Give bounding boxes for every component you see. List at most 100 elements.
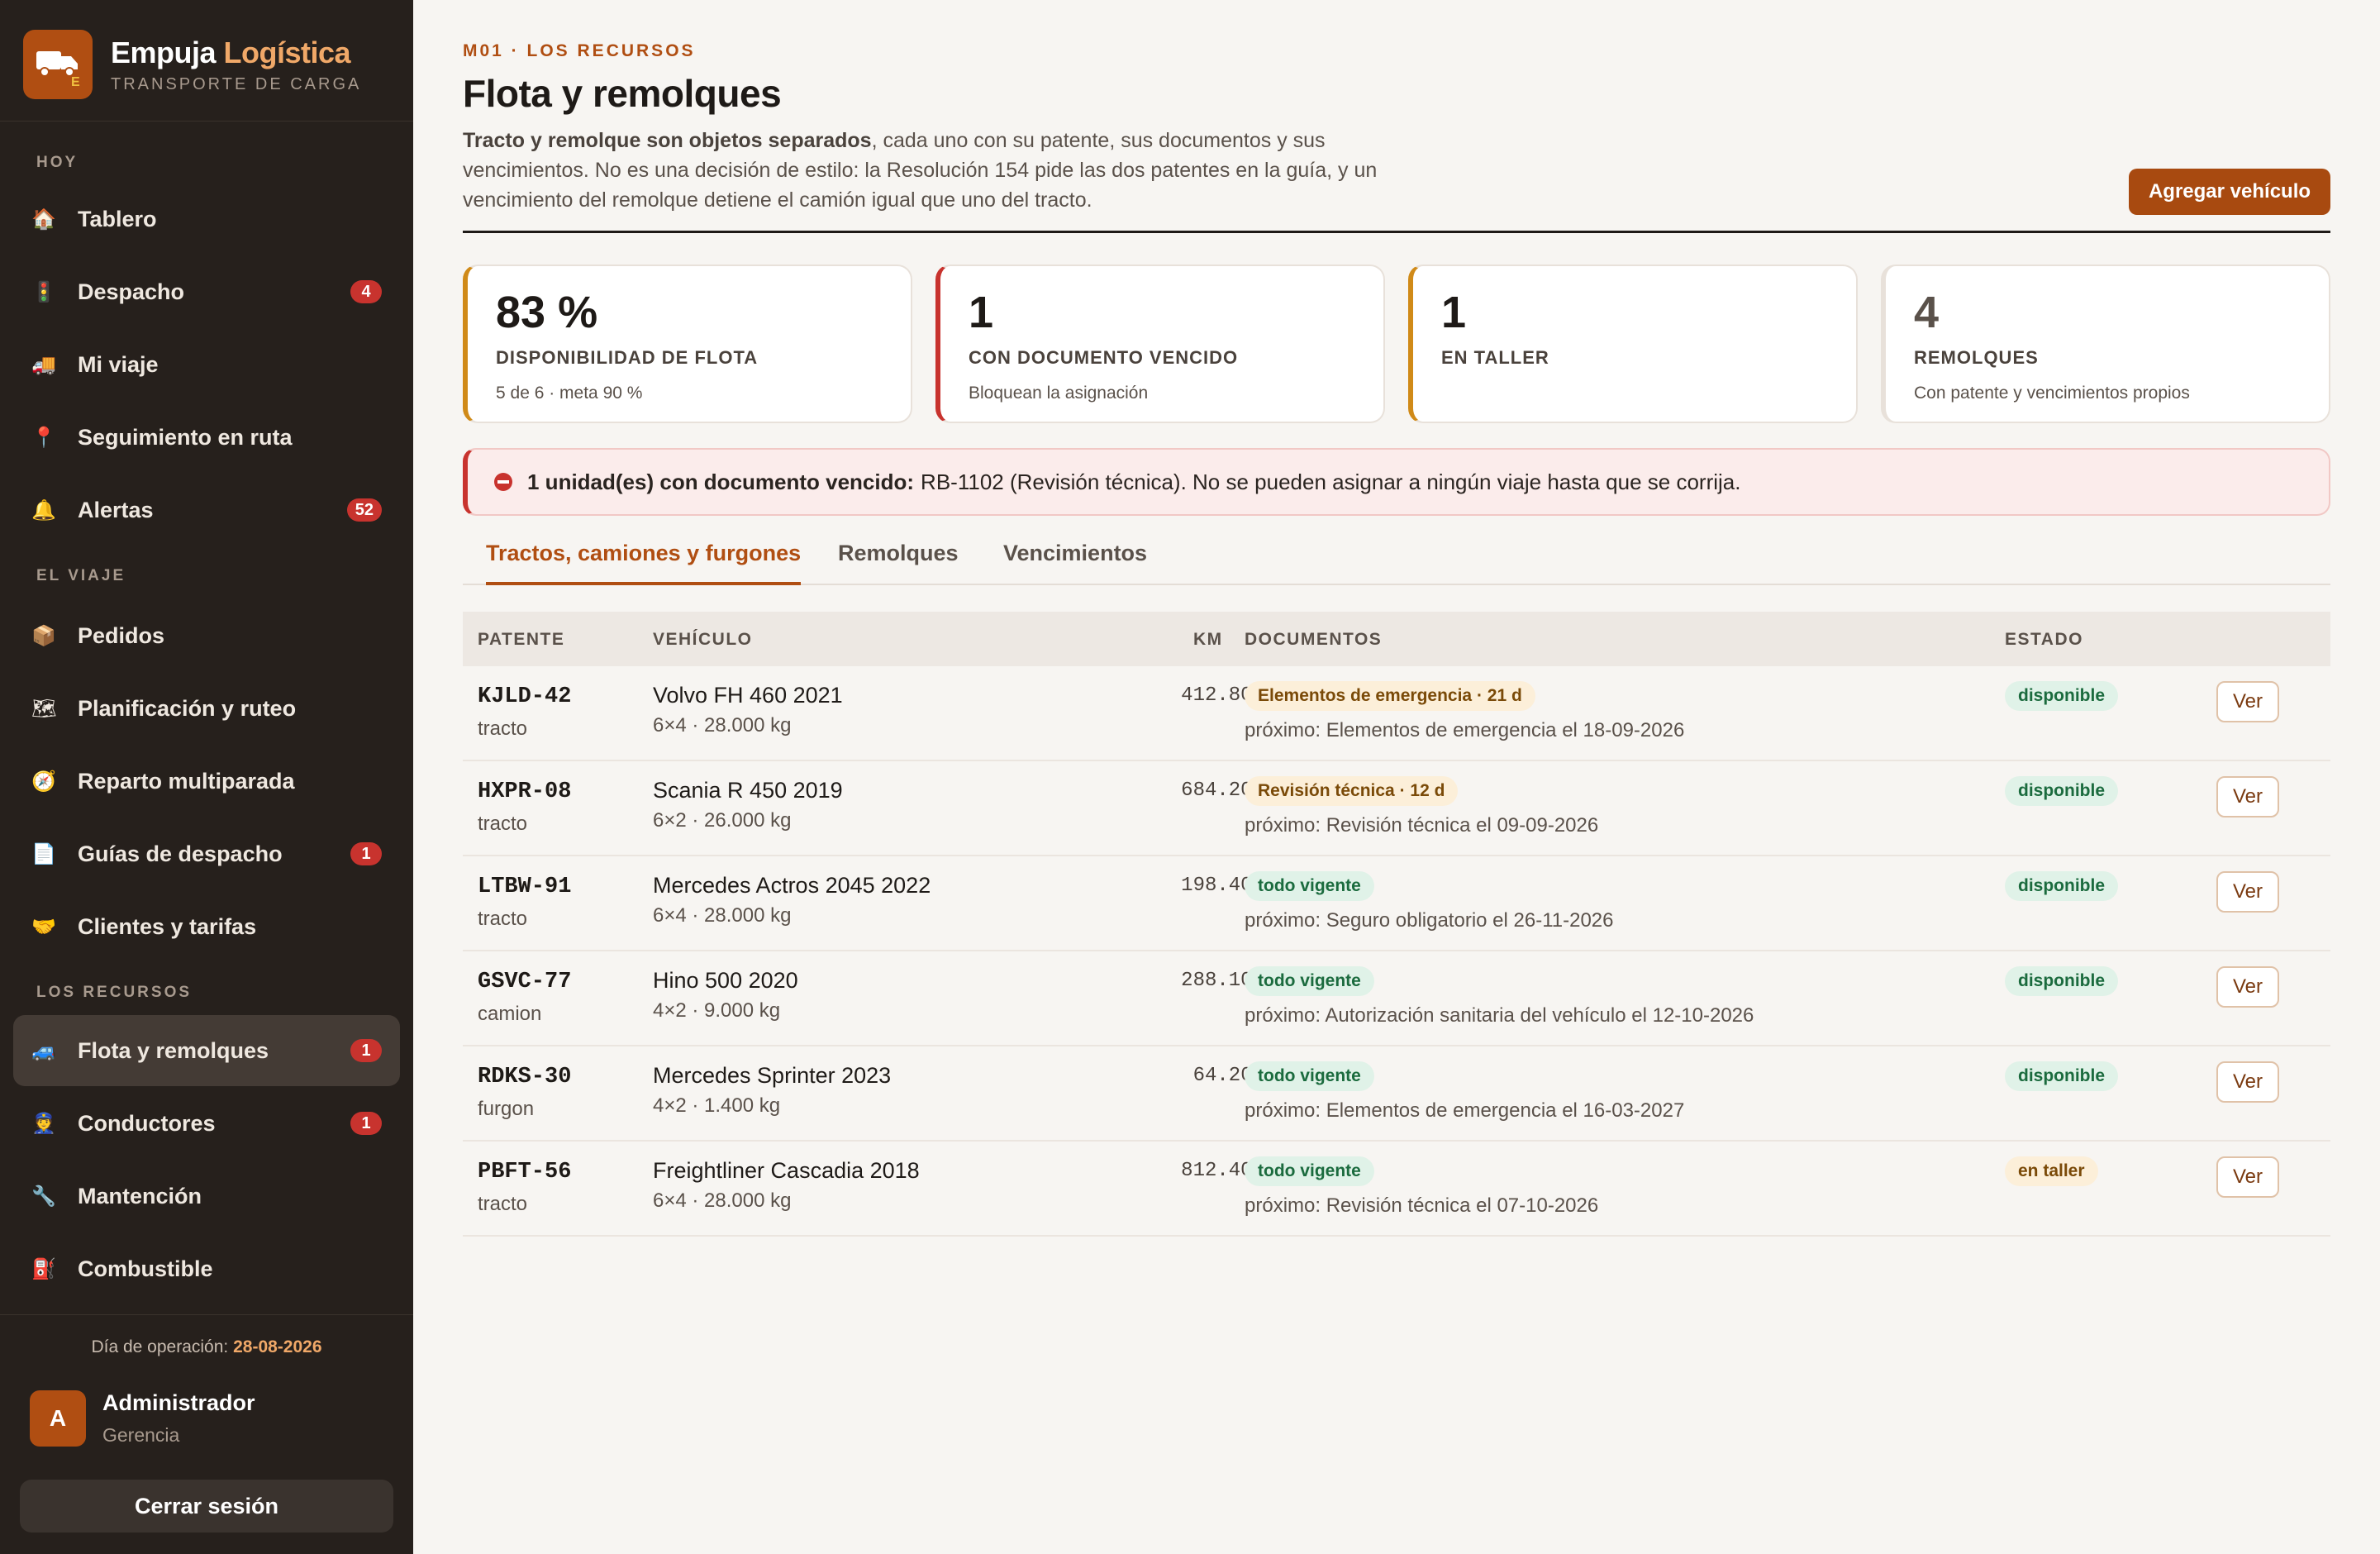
sidebar: E Empuja Logística TRANSPORTE DE CARGA H… [0,0,413,1554]
sidebar-item-label: Mi viaje [78,351,159,377]
sidebar-item-despacho[interactable]: 🚦 Despacho 4 [13,256,400,327]
sidebar-item-guias[interactable]: 📄 Guías de despacho 1 [13,818,400,889]
plate-number: RDKS-30 [478,1065,572,1089]
operation-date: Día de operación: 28-08-2026 [91,1337,322,1356]
sidebar-item-label: Clientes y tarifas [78,913,257,939]
sidebar-item-clientes[interactable]: 🤝 Clientes y tarifas [13,891,400,962]
sidebar-item-alertas[interactable]: 🔔 Alertas 52 [13,474,400,546]
page-title: Flota y remolques [463,72,782,115]
view-button[interactable]: Ver [2216,966,2279,1008]
next-expiry: próximo: Revisión técnica el 09-09-2026 [1245,814,1599,837]
table-body: KJLD-42 tracto Volvo FH 460 2021 6×4 · 28.0… [463,666,2330,1237]
table-row: PBFT-56 tracto Freightliner Cascadia 2018 6… [463,1142,2330,1237]
fuel-icon: ⛽ [31,1257,56,1280]
kpi-label: EN TALLER [1441,347,1549,368]
kpi-label: CON DOCUMENTO VENCIDO [969,347,1239,368]
count-badge: 4 [350,280,382,303]
sidebar-item-reparto[interactable]: 🧭 Reparto multiparada [13,746,400,817]
kpi-card-in-workshop: 1 EN TALLER [1408,265,1858,423]
truck-icon: 🚚 [31,353,56,376]
driver-icon: 👮 [31,1112,56,1135]
vehicle-type: tracto [478,1193,528,1215]
kpi-sub: Bloquean la asignación [969,384,1149,403]
view-button[interactable]: Ver [2216,776,2279,818]
sidebar-item-pedidos[interactable]: 📦 Pedidos [13,600,400,671]
brand: E Empuja Logística TRANSPORTE DE CARGA [23,30,361,99]
status-badge: disponible [2005,871,2118,901]
document-status-badge: Revisión técnica · 12 d [1245,776,1459,806]
sidebar-item-label: Combustible [78,1256,213,1281]
view-button[interactable]: Ver [2216,681,2279,722]
vehicle-type: tracto [478,813,528,835]
sidebar-divider [0,121,413,122]
user-role: Gerencia [102,1424,180,1446]
vehicle-name: Volvo FH 460 2021 [653,683,843,708]
tab-vencimientos[interactable]: Vencimientos [1003,541,1148,565]
user-profile: A Administrador Gerencia [30,1390,255,1447]
sidebar-item-flota[interactable]: 🚙 Flota y remolques 1 [13,1015,400,1086]
kpi-label: DISPONIBILIDAD DE FLOTA [496,347,759,368]
view-button[interactable]: Ver [2216,1061,2279,1103]
table-row: HXPR-08 tracto Scania R 450 2019 6×2 · 26.0… [463,761,2330,856]
vehicle-name: Scania R 450 2019 [653,778,843,803]
expired-document-alert: 1 unidad(es) con documento vencido: RB-11… [463,448,2330,516]
status-badge: en taller [2005,1156,2098,1186]
page-intro: Tracto y remolque son objetos separados,… [463,129,1378,212]
kpi-label: REMOLQUES [1914,347,2039,368]
count-badge: 1 [350,1039,382,1062]
bell-icon: 🔔 [31,498,56,522]
vehicle-spec: 6×2 · 26.000 kg [653,809,792,832]
table-row: LTBW-91 tracto Mercedes Actros 2045 2022 6×… [463,856,2330,951]
sidebar-item-label: Flota y remolques [78,1037,269,1063]
sidebar-item-seguimiento[interactable]: 📍 Seguimiento en ruta [13,402,400,473]
column-header-status: ESTADO [2005,630,2083,649]
vehicle-type: furgon [478,1098,535,1120]
sidebar-section-el-viaje: EL VIAJE [36,567,126,584]
document-icon: 📄 [31,842,56,865]
vehicle-spec: 6×4 · 28.000 kg [653,904,792,927]
sidebar-item-mantencion[interactable]: 🔧 Mantención [13,1161,400,1232]
sidebar-item-label: Conductores [78,1110,216,1136]
sidebar-item-label: Seguimiento en ruta [78,424,293,450]
sidebar-item-label: Pedidos [78,622,165,648]
tab-remolques[interactable]: Remolques [838,541,959,565]
brand-subtitle: TRANSPORTE DE CARGA [111,74,362,93]
vehicle-name: Freightliner Cascadia 2018 [653,1158,920,1183]
sidebar-item-label: Guías de despacho [78,841,283,866]
sidebar-item-planificacion[interactable]: 🗺 Planificación y ruteo [13,673,400,744]
next-expiry: próximo: Autorización sanitaria del vehí… [1245,1004,1754,1027]
status-badge: disponible [2005,776,2118,806]
sidebar-item-label: Tablero [78,206,157,231]
sidebar-item-mi-viaje[interactable]: 🚚 Mi viaje [13,329,400,400]
sidebar-section-los-recursos: LOS RECURSOS [36,984,193,1001]
sidebar-item-label: Reparto multiparada [78,768,295,794]
sidebar-item-tablero[interactable]: 🏠 Tablero [13,184,400,255]
vehicles-table: PATENTE VEHÍCULO KM DOCUMENTOS ESTADO KJ… [463,612,2330,1237]
plate-number: HXPR-08 [478,779,572,804]
table-row: GSVC-77 camion Hino 500 2020 4×2 · 9.000 kg… [463,951,2330,1046]
vehicle-type: tracto [478,908,528,930]
next-expiry: próximo: Seguro obligatorio el 26-11-202… [1245,909,1614,932]
add-vehicle-button[interactable]: Agregar vehículo [2129,169,2330,215]
view-button[interactable]: Ver [2216,1156,2279,1198]
column-header-km: KM [1193,630,1223,649]
view-button[interactable]: Ver [2216,871,2279,913]
kpi-value: 1 [969,288,994,337]
sidebar-item-combustible[interactable]: ⛽ Combustible [13,1233,400,1304]
logout-button[interactable]: Cerrar sesión [20,1480,393,1533]
count-badge: 52 [346,498,382,522]
sidebar-item-conductores[interactable]: 👮 Conductores 1 [13,1088,400,1159]
sidebar-divider [0,1314,413,1315]
house-icon: 🏠 [31,207,56,231]
plate-number: KJLD-42 [478,684,572,709]
compass-icon: 🧭 [31,770,56,793]
tab-tractos[interactable]: Tractos, camiones y furgones [486,541,802,585]
kpi-card-trailers: 4 REMOLQUES Con patente y vencimientos p… [1881,265,2330,423]
sidebar-item-label: Despacho [78,279,185,304]
column-header-documents: DOCUMENTOS [1245,630,1383,649]
vehicle-name: Hino 500 2020 [653,968,798,993]
table-header: PATENTE VEHÍCULO KM DOCUMENTOS ESTADO [463,612,2330,666]
status-badge: disponible [2005,681,2118,711]
document-status-badge: todo vigente [1245,1061,1374,1091]
handshake-icon: 🤝 [31,915,56,938]
